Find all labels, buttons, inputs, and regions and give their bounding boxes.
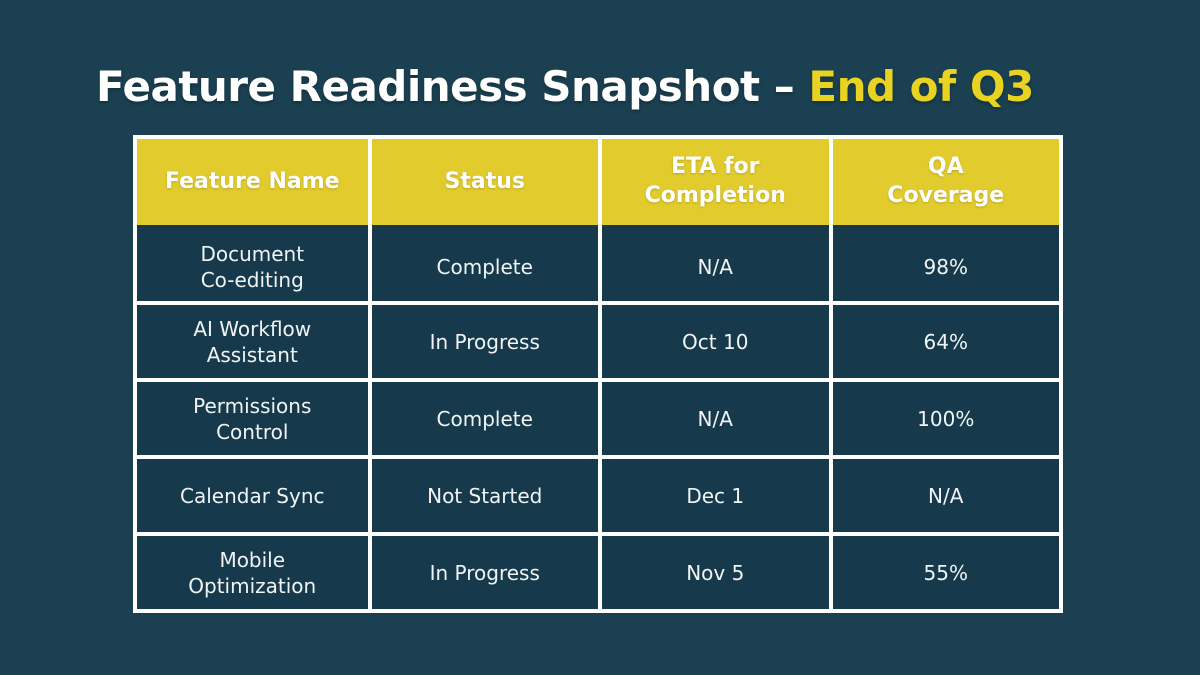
- cell-status: Complete: [367, 232, 598, 301]
- cell-feature-name: Permissions Control: [137, 382, 368, 455]
- column-header-status: Status: [367, 139, 598, 225]
- cell-qa-coverage: 64%: [828, 305, 1059, 378]
- page-title: Feature Readiness Snapshot – End of Q3: [96, 62, 1034, 111]
- column-header-qa-coverage: QA Coverage: [828, 139, 1059, 225]
- cell-eta: N/A: [598, 232, 829, 301]
- table-row: Calendar Sync Not Started Dec 1 N/A: [137, 455, 1059, 532]
- cell-feature-name: AI Workflow Assistant: [137, 305, 368, 378]
- column-header-feature-name: Feature Name: [137, 139, 368, 225]
- cell-eta: N/A: [598, 382, 829, 455]
- cell-eta: Oct 10: [598, 305, 829, 378]
- column-header-eta: ETA for Completion: [598, 139, 829, 225]
- cell-feature-name: Calendar Sync: [137, 459, 368, 532]
- cell-qa-coverage: 100%: [828, 382, 1059, 455]
- cell-qa-coverage: N/A: [828, 459, 1059, 532]
- cell-qa-coverage: 55%: [828, 536, 1059, 609]
- cell-qa-coverage: 98%: [828, 232, 1059, 301]
- header-body-divider: [137, 225, 1059, 232]
- table-row: Mobile Optimization In Progress Nov 5 55…: [137, 532, 1059, 609]
- divider-segment: [137, 225, 368, 232]
- table-row: Document Co-editing Complete N/A 98%: [137, 232, 1059, 301]
- cell-status: In Progress: [367, 536, 598, 609]
- divider-segment: [367, 225, 598, 232]
- cell-status: Complete: [367, 382, 598, 455]
- table-header-row: Feature Name Status ETA for Completion Q…: [137, 139, 1059, 225]
- cell-feature-name: Mobile Optimization: [137, 536, 368, 609]
- cell-eta: Nov 5: [598, 536, 829, 609]
- table-row: Permissions Control Complete N/A 100%: [137, 378, 1059, 455]
- page-title-main: Feature Readiness Snapshot –: [96, 62, 795, 111]
- cell-status: In Progress: [367, 305, 598, 378]
- page-title-highlight: End of Q3: [808, 62, 1034, 111]
- cell-status: Not Started: [367, 459, 598, 532]
- table-row: AI Workflow Assistant In Progress Oct 10…: [137, 301, 1059, 378]
- cell-eta: Dec 1: [598, 459, 829, 532]
- divider-segment: [828, 225, 1059, 232]
- divider-segment: [598, 225, 829, 232]
- feature-readiness-table: Feature Name Status ETA for Completion Q…: [133, 135, 1063, 613]
- cell-feature-name: Document Co-editing: [137, 232, 368, 301]
